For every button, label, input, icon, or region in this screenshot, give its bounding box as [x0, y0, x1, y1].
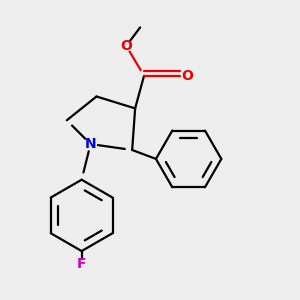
Text: O: O: [120, 39, 132, 53]
Text: F: F: [77, 257, 86, 272]
Text: N: N: [85, 137, 96, 151]
Text: O: O: [181, 69, 193, 83]
